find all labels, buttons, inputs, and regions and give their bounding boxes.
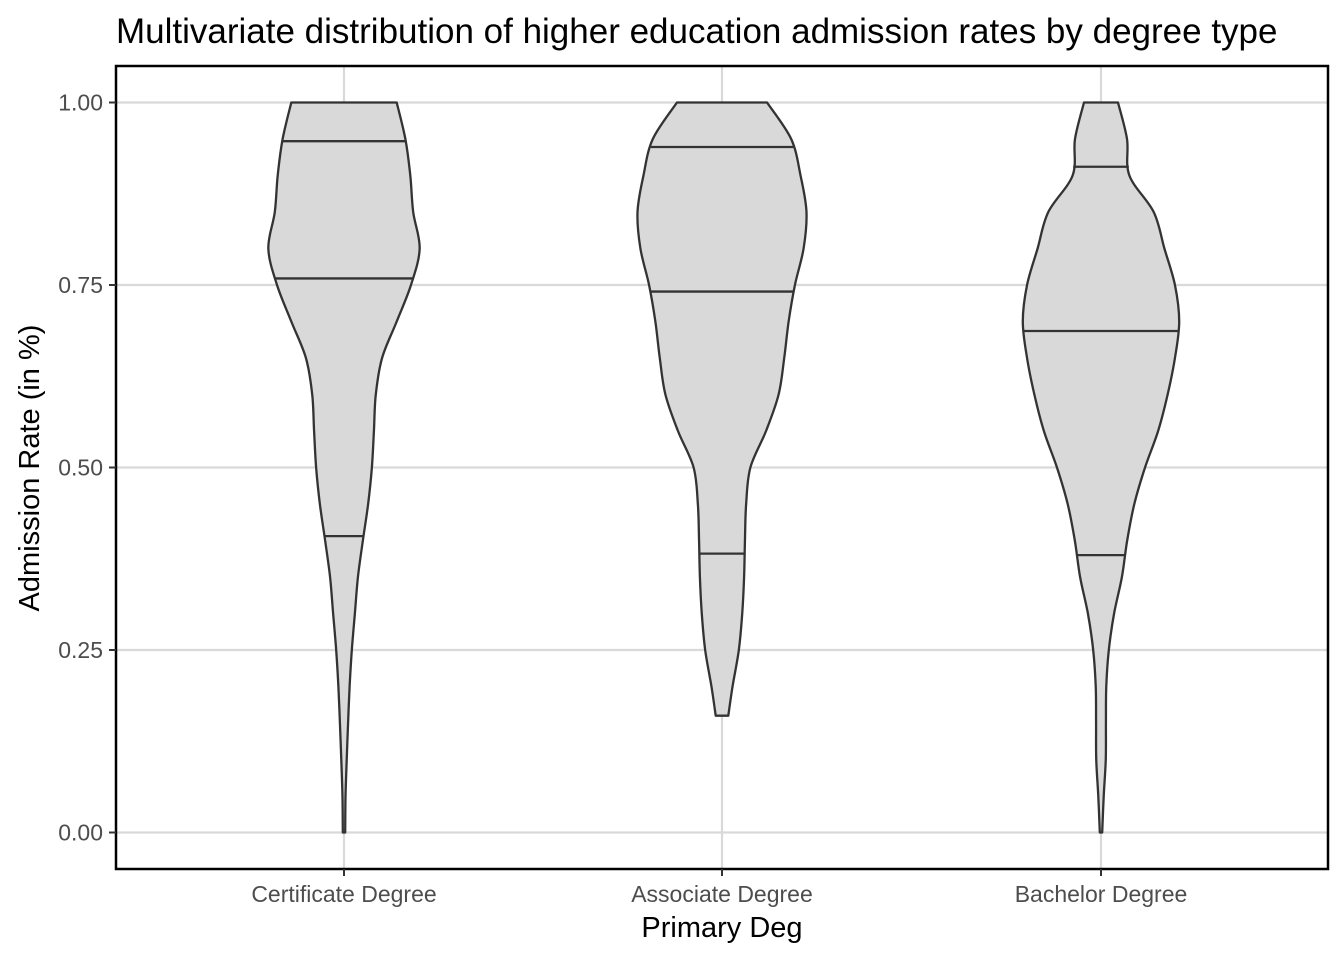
y-tick-label: 0.00 [58, 820, 103, 846]
y-axis-title: Admission Rate (in %) [14, 325, 46, 612]
x-tick-label: Associate Degree [631, 881, 813, 907]
x-axis-title: Primary Deg [641, 912, 802, 944]
violin-shape [636, 101, 808, 717]
violin-group [267, 101, 421, 834]
violin-shape [1021, 101, 1181, 834]
violin-group [636, 101, 808, 717]
violin-shape [267, 101, 421, 834]
violin-group [1021, 101, 1181, 834]
x-tick-label: Certificate Degree [251, 881, 436, 907]
violins [267, 101, 1181, 834]
x-tick-label: Bachelor Degree [1015, 881, 1188, 907]
y-tick-label: 0.75 [58, 272, 103, 298]
y-tick-label: 0.25 [58, 637, 103, 663]
chart-title: Multivariate distribution of higher educ… [116, 12, 1277, 51]
y-tick-label: 0.50 [58, 455, 103, 481]
y-tick-label: 1.00 [58, 90, 103, 116]
axes: 0.00 0.25 0.50 0.75 1.00 Certificate Degree As… [58, 90, 1187, 908]
